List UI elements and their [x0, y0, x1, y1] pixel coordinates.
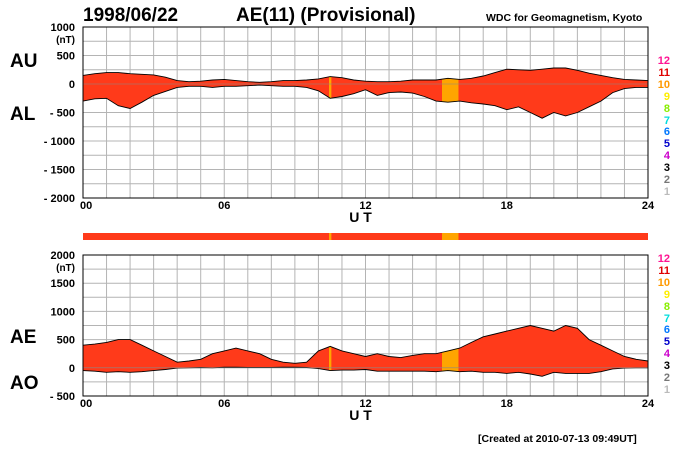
top-y-unit-label: (nT) [56, 35, 75, 46]
coverage-bar-partial [442, 233, 459, 240]
station-count-2: 2 [663, 174, 670, 186]
coverage-bar-partial [329, 233, 332, 240]
ao-label: AO [10, 373, 39, 394]
bottom-x-tick-label: 00 [80, 398, 92, 410]
top-series-au-line [82, 67, 649, 83]
station-count-4: 4 [663, 348, 670, 361]
bottom-x-tick-label: 12 [359, 398, 371, 410]
al-label: AL [10, 104, 36, 125]
station-count-9: 9 [663, 90, 670, 103]
station-count-4: 4 [663, 150, 670, 163]
bottom-y-tick-label: 2000 [51, 250, 75, 262]
station-count-5: 5 [663, 336, 670, 349]
bottom-y-unit-label: (nT) [56, 263, 75, 274]
top-band-fill [83, 68, 648, 119]
station-count-3: 3 [663, 360, 670, 373]
top-y-tick-label: - 1500 [44, 165, 75, 177]
index-title: AE(11) (Provisional) [236, 5, 416, 26]
station-count-6: 6 [663, 324, 670, 337]
date-title: 1998/06/22 [83, 5, 179, 26]
station-count-11: 11 [658, 264, 670, 277]
station-count-6: 6 [663, 126, 670, 139]
bottom-y-tick-label: 1000 [51, 306, 75, 318]
station-count-8: 8 [663, 102, 670, 115]
bottom-x-tick-label: 06 [218, 398, 230, 410]
au-al-chart: 1000 500 0 - 500 - 1000 - 1500 - 2000 (nT) 00 06 1… [44, 22, 655, 225]
top-y-tick-label: 500 [57, 51, 75, 63]
top-x-tick-label: 00 [80, 200, 92, 212]
station-count-12: 12 [657, 55, 670, 67]
station-count-11: 11 [658, 66, 670, 79]
bottom-y-tick-label: 0 [69, 363, 75, 375]
ae-label: AE [10, 327, 37, 348]
bottom-y-tick-label: 500 [57, 335, 75, 347]
top-x-tick-label: 24 [642, 200, 655, 212]
bottom-series-ae-line [82, 325, 649, 364]
station-count-7: 7 [663, 312, 670, 325]
coverage-bar-fill [83, 233, 648, 240]
bottom-partial-coverage [329, 325, 332, 377]
bottom-y-tick-label: 1500 [51, 278, 75, 290]
station-count-9: 9 [663, 288, 670, 301]
bottom-band-fill [83, 325, 648, 377]
top-y-tick-label: 0 [69, 79, 75, 91]
station-count-12: 12 [657, 253, 670, 265]
ae-ao-chart: 2000 1500 1000 500 0 - 500 (nT) 00 06 12 18 24 U T [50, 250, 655, 423]
top-x-axis-label: U T [349, 209, 372, 225]
source-label: WDC for Geomagnetism, Kyoto [486, 12, 643, 24]
bottom-x-tick-label: 24 [642, 398, 655, 410]
station-count-1: 1 [663, 185, 670, 198]
top-y-tick-label: - 2000 [44, 193, 75, 205]
au-label: AU [10, 51, 38, 72]
bottom-y-tick-label: - 500 [50, 391, 75, 403]
bottom-x-tick-label: 18 [501, 398, 513, 410]
station-count-8: 8 [663, 300, 670, 313]
station-count-7: 7 [663, 114, 670, 127]
station-count-10: 10 [657, 78, 670, 91]
top-series-al-line [82, 84, 648, 119]
top-y-tick-label: - 500 [50, 108, 75, 120]
station-count-1: 1 [663, 383, 670, 396]
top-partial-coverage [329, 68, 332, 119]
station-coverage-bar [83, 233, 648, 240]
bottom-plot-frame [82, 254, 649, 397]
station-count-10: 10 [657, 276, 670, 289]
top-y-tick-label: 1000 [51, 22, 75, 34]
top-x-tick-label: 12 [359, 200, 371, 212]
top-plot-frame [82, 26, 649, 199]
created-timestamp: [Created at 2010-07-13 09:49UT] [478, 433, 637, 445]
station-count-2: 2 [663, 372, 670, 384]
bottom-x-axis-label: U T [349, 407, 372, 423]
top-x-tick-label: 06 [218, 200, 230, 212]
station-count-3: 3 [663, 162, 670, 175]
bottom-series-ao-line [82, 366, 648, 377]
top-y-tick-label: - 1000 [44, 136, 75, 148]
top-x-tick-label: 18 [501, 200, 513, 212]
station-count-5: 5 [663, 138, 670, 151]
